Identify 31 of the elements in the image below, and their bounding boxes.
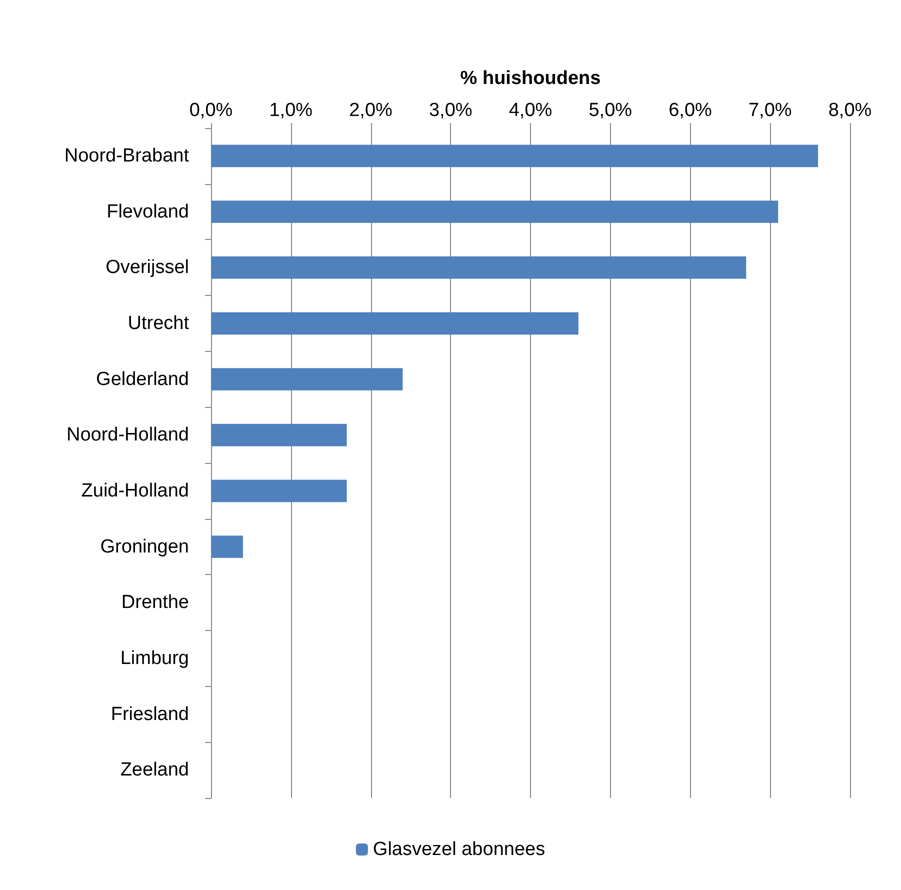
y-tick-label: Limburg [120, 648, 189, 669]
x-tick-label: 6,0% [668, 100, 712, 121]
bar [211, 536, 243, 558]
y-tick-label: Zeeland [120, 760, 189, 781]
x-axis-title: % huishoudens [460, 68, 601, 89]
y-tick-label: Flevoland [106, 201, 189, 222]
y-tick-label: Noord-Holland [66, 424, 189, 446]
x-tick-label: 8,0% [828, 100, 872, 121]
y-tick-label: Noord-Brabant [64, 145, 190, 166]
bar [211, 424, 347, 446]
x-tick-label: 4,0% [508, 100, 552, 121]
y-tick-label: Zuid-Holland [81, 480, 189, 502]
legend-label: Glasvezel abonnees [372, 839, 546, 860]
x-tick-label: 0,0% [189, 100, 233, 121]
x-tick-label: 1,0% [269, 100, 313, 121]
bar [211, 312, 578, 335]
bar [211, 256, 746, 279]
x-tick-label: 5,0% [588, 100, 632, 121]
y-tick-label: Overijssel [106, 257, 189, 278]
y-tick-label: Groningen [100, 536, 189, 558]
x-tick-label: 3,0% [428, 100, 472, 121]
bar [211, 480, 347, 502]
x-tick-label: 7,0% [748, 100, 792, 121]
x-tick-label: 2,0% [349, 100, 393, 121]
y-tick-label: Friesland [110, 704, 189, 725]
bar [211, 144, 818, 168]
y-tick-label: Gelderland [96, 368, 189, 390]
y-tick-label: Drenthe [121, 592, 189, 614]
bar [211, 368, 403, 390]
bar [211, 200, 778, 223]
y-tick-label: Utrecht [128, 312, 190, 334]
